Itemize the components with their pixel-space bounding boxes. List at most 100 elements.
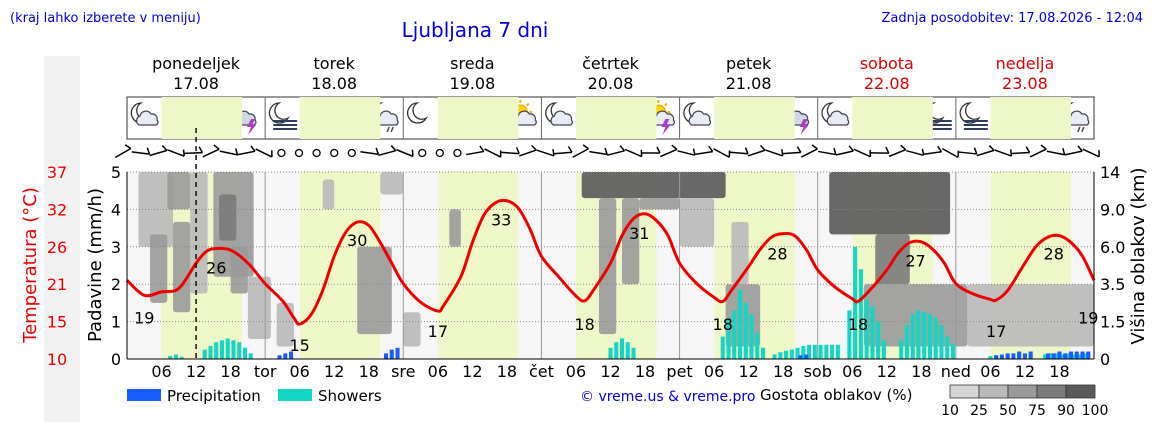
- cloud-density-label: Gostota oblakov (%): [760, 386, 913, 404]
- day-name: nedelja: [996, 54, 1055, 73]
- wind-barb-flag: [182, 149, 185, 157]
- hour-tick-label: 18: [1049, 362, 1069, 381]
- precipitation-bar: [994, 355, 999, 359]
- copyright-link[interactable]: © vreme.us & vreme.pro: [580, 389, 755, 405]
- daytime-band-strip: [852, 97, 933, 139]
- shower-bar: [179, 356, 184, 359]
- shower-bar: [737, 289, 743, 359]
- wind-barb-flag: [375, 147, 380, 155]
- wind-barb-shaft: [747, 149, 766, 157]
- wind-barb-icon: [624, 148, 643, 158]
- wind-barb-icon: [149, 145, 168, 157]
- day-short-label: ned: [941, 362, 971, 381]
- cloud-block: [219, 194, 237, 241]
- shower-bar: [789, 349, 794, 359]
- daytime-band-strip: [437, 97, 519, 139]
- wind-barb-icon: [1064, 145, 1083, 156]
- wind-barb-shaft: [606, 150, 625, 156]
- wind-barb-shaft: [923, 151, 942, 155]
- precipitation-bar: [395, 347, 400, 359]
- moon-cloud-icon: [683, 102, 712, 126]
- wind-barb-shaft: [906, 149, 924, 157]
- wind-barb-shaft: [219, 150, 238, 156]
- density-tick-label: 90: [1057, 403, 1075, 419]
- right-axis-title: Višina oblakov (km): [1128, 167, 1149, 344]
- density-tick-label: 100: [1082, 403, 1109, 419]
- shower-bar: [778, 352, 783, 359]
- wind-barb-shaft: [853, 148, 871, 158]
- cloud-block: [581, 172, 726, 199]
- precipitation-bar: [1068, 351, 1073, 359]
- wind-barb-icon: [466, 145, 485, 156]
- legend-showers-swatch: [278, 389, 312, 401]
- wind-barb-shaft: [888, 148, 907, 158]
- shower-bar: [988, 356, 993, 359]
- wind-barb-flag: [973, 147, 978, 155]
- left-tick-label: 2: [111, 275, 121, 294]
- wind-barb-flag: [234, 148, 239, 156]
- moon-icon: [406, 102, 429, 124]
- shower-bar: [625, 342, 630, 359]
- temperature-tick-label: 32: [47, 200, 67, 219]
- temperature-line: [125, 198, 1096, 326]
- wind-barb-icon: [888, 144, 907, 158]
- wind-barb-flag: [124, 144, 132, 150]
- temperature-axis-title: Temperatura (°C): [20, 187, 41, 344]
- wind-barb-flag: [1062, 148, 1066, 155]
- legend-precipitation-label: Precipitation: [167, 387, 261, 405]
- cloud-block: [380, 172, 404, 195]
- shower-bar: [242, 347, 248, 359]
- moon-shape: [959, 102, 981, 124]
- day-date: 22.08: [864, 74, 910, 93]
- shower-bar: [807, 344, 812, 359]
- rain-drop: [1077, 126, 1081, 133]
- menu-hint[interactable]: (kraj lahko izberete v meniju): [10, 11, 201, 26]
- left-axis-title: Padavine (mm/h): [85, 188, 106, 342]
- precipitation-bar: [1045, 353, 1050, 359]
- wind-barb-icon: [660, 144, 678, 158]
- wind-barb-shaft: [501, 151, 520, 155]
- wind-barb-icon: [519, 144, 537, 157]
- day-date: 17.08: [173, 74, 219, 93]
- cloud-block: [622, 198, 640, 285]
- wind-barb-shaft: [184, 151, 203, 155]
- wind-barb-flag: [885, 146, 890, 154]
- cloud-block: [150, 234, 168, 303]
- wind-barb-shaft: [378, 149, 396, 157]
- daytime-band-strip: [161, 97, 243, 139]
- wind-barb-icon: [976, 144, 995, 157]
- wind-barb-shaft: [729, 151, 749, 155]
- wind-barb-flag: [619, 145, 626, 152]
- shower-bar: [726, 317, 731, 359]
- wind-barb-icon: [923, 145, 943, 155]
- cloud-block: [190, 172, 208, 294]
- shower-bar: [910, 314, 915, 359]
- shower-bar: [812, 344, 817, 359]
- shower-bar: [870, 306, 875, 359]
- calm-wind-icon: [453, 148, 462, 158]
- sun-storm-icon: [646, 100, 675, 135]
- daytime-band: [437, 172, 519, 359]
- moon-shape: [406, 102, 429, 124]
- shower-bar: [881, 340, 886, 359]
- temperature-labels: 19 26 15 30 17 33 18 31 18 28 18 27 17 28 19: [134, 210, 1098, 354]
- wind-barb-shaft: [572, 148, 589, 158]
- precipitation-bar: [1057, 351, 1062, 359]
- wind-barb-shaft: [466, 150, 484, 156]
- temperature-label: 28: [767, 245, 787, 264]
- density-swatch: [1065, 384, 1096, 399]
- wind-barb-icon: [818, 147, 837, 156]
- day-short-label: sre: [391, 362, 415, 381]
- wind-barb-shaft: [484, 148, 501, 158]
- night-band: [518, 172, 542, 359]
- precipitation-bar: [999, 354, 1004, 359]
- temperature-label: 19: [1078, 308, 1098, 327]
- shower-bar: [939, 325, 944, 359]
- shower-bar: [743, 302, 748, 359]
- hour-tick-labels: 06 12 18 06 12 18 tor 06 12 18 sre 06 12 18 čet 06 12 18 p…: [151, 362, 1069, 381]
- shower-bar: [720, 336, 725, 359]
- precipitation-bar: [1074, 351, 1079, 359]
- wind-barb-shaft: [519, 149, 537, 157]
- wind-barb-icon: [606, 145, 626, 156]
